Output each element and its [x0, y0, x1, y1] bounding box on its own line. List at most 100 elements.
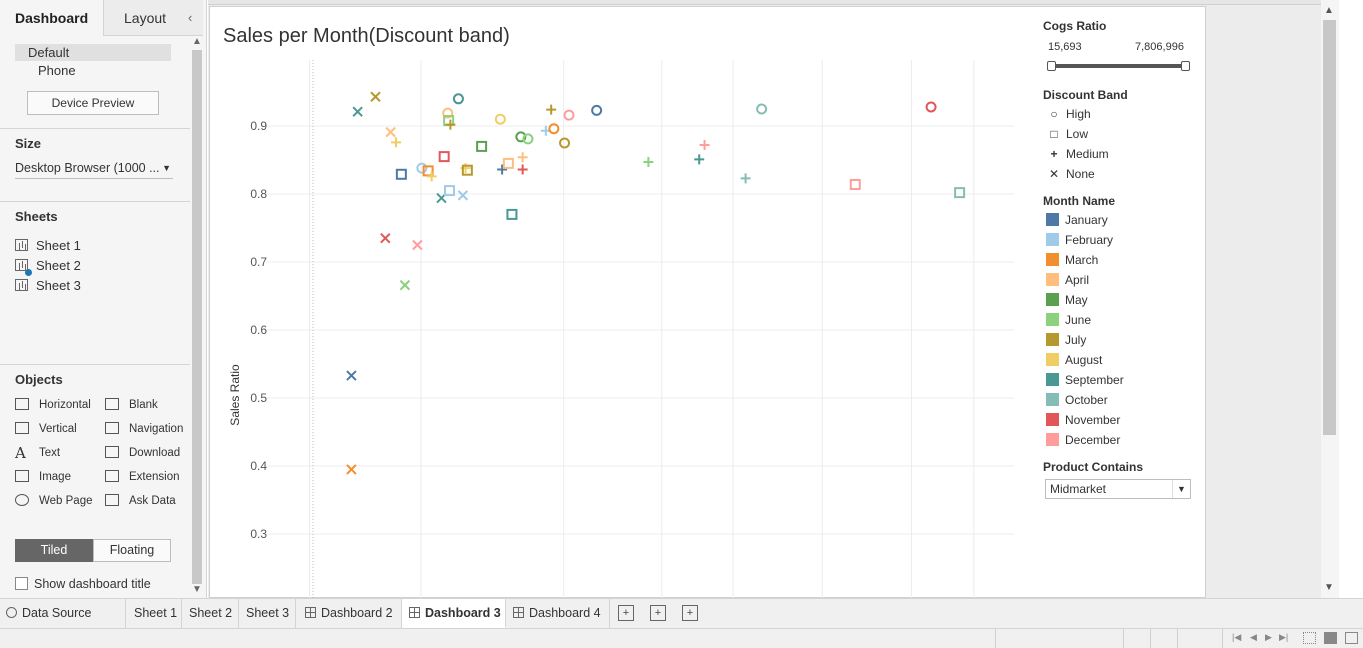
scroll-down-icon[interactable]: ▼ — [192, 584, 202, 595]
tab-view-icon[interactable] — [1345, 632, 1358, 644]
object-horizontal[interactable]: Horizontal — [15, 397, 91, 413]
object-text[interactable]: A Text — [15, 445, 60, 461]
scatter-chart[interactable]: 0.9 0.8 0.7 0.6 0.5 0.4 0.3 Sales Ratio — [209, 50, 1039, 598]
color-legend-march[interactable]: March — [1046, 252, 1098, 268]
new-dashboard-icon[interactable]: + — [650, 605, 666, 621]
tiled-toggle[interactable]: Tiled — [15, 539, 93, 562]
object-web-page[interactable]: Web Page — [15, 493, 93, 509]
data-point[interactable] — [740, 173, 751, 184]
data-point[interactable] — [380, 232, 391, 244]
scroll-up-icon[interactable]: ▲ — [192, 36, 202, 47]
data-point[interactable] — [426, 171, 437, 182]
color-legend-august[interactable]: August — [1046, 352, 1102, 368]
last-page-icon[interactable]: ▶| — [1279, 632, 1289, 642]
slider-min-handle[interactable] — [1047, 61, 1056, 71]
floating-toggle[interactable]: Floating — [93, 539, 171, 562]
data-point[interactable] — [476, 140, 488, 152]
object-blank[interactable]: Blank — [105, 397, 158, 413]
color-legend-july[interactable]: July — [1046, 332, 1086, 348]
data-point[interactable] — [643, 157, 654, 168]
scroll-thumb[interactable] — [192, 50, 202, 584]
sheet-item-3[interactable]: Sheet 3 — [15, 277, 81, 295]
cogs-range-slider[interactable] — [1050, 64, 1186, 68]
collapse-pane-icon[interactable]: ‹ — [188, 10, 193, 25]
data-point[interactable] — [346, 370, 357, 381]
shape-legend-high[interactable]: ○ High — [1048, 106, 1090, 122]
object-download[interactable]: Download — [105, 445, 180, 461]
data-point[interactable] — [385, 126, 396, 138]
data-point[interactable] — [546, 104, 557, 115]
color-legend-february[interactable]: February — [1046, 232, 1113, 248]
data-point[interactable] — [461, 164, 473, 176]
data-point[interactable] — [444, 185, 456, 197]
color-legend-october[interactable]: October — [1046, 392, 1108, 408]
device-default[interactable]: Default — [15, 44, 171, 61]
data-point[interactable] — [395, 168, 407, 180]
device-preview-button[interactable]: Device Preview — [27, 91, 159, 115]
data-point[interactable] — [438, 151, 450, 163]
data-point[interactable] — [370, 91, 381, 102]
data-point[interactable] — [442, 107, 454, 119]
tab-dashboard[interactable]: Dashboard — [0, 0, 103, 36]
data-point[interactable] — [416, 162, 428, 174]
data-point[interactable] — [399, 279, 411, 291]
data-point[interactable] — [925, 101, 937, 113]
new-story-icon[interactable]: + — [682, 605, 698, 621]
object-ask-data[interactable]: Ask Data — [105, 493, 176, 509]
shape-legend-none[interactable]: ✕ None — [1048, 166, 1095, 182]
object-vertical[interactable]: Vertical — [15, 421, 77, 437]
tab-layout[interactable]: Layout — [103, 0, 203, 36]
data-point[interactable] — [694, 154, 705, 165]
tab-data-source[interactable]: Data Source — [0, 599, 126, 628]
data-point[interactable] — [522, 133, 534, 145]
object-navigation[interactable]: Navigation — [105, 421, 183, 437]
data-point[interactable] — [563, 109, 575, 121]
color-legend-april[interactable]: April — [1046, 272, 1089, 288]
data-point[interactable] — [849, 178, 861, 190]
grid-view-icon[interactable] — [1303, 632, 1316, 644]
left-pane-scrollbar[interactable]: ▲ ▼ — [190, 36, 204, 598]
color-legend-may[interactable]: May — [1046, 292, 1088, 308]
prev-page-icon[interactable]: ◀ — [1250, 632, 1257, 642]
color-legend-january[interactable]: January — [1046, 212, 1108, 228]
next-page-icon[interactable]: ▶ — [1265, 632, 1272, 642]
filmstrip-view-icon[interactable] — [1324, 632, 1337, 644]
shape-legend-medium[interactable]: + Medium — [1048, 146, 1108, 162]
scroll-down-icon[interactable]: ▼ — [1324, 582, 1334, 593]
tab-sheet-3[interactable]: Sheet 3 — [239, 599, 296, 628]
tab-sheet-1[interactable]: Sheet 1 — [126, 599, 182, 628]
device-phone[interactable]: Phone — [38, 63, 76, 78]
color-legend-june[interactable]: June — [1046, 312, 1091, 328]
data-point[interactable] — [497, 164, 508, 175]
color-legend-december[interactable]: December — [1046, 432, 1120, 448]
data-point[interactable] — [756, 103, 768, 115]
data-point[interactable] — [506, 208, 518, 220]
sheet-item-1[interactable]: Sheet 1 — [15, 237, 81, 255]
color-legend-september[interactable]: September — [1046, 372, 1124, 388]
tab-dashboard-3[interactable]: Dashboard 3 — [402, 599, 506, 628]
data-point[interactable] — [502, 157, 514, 169]
data-point[interactable] — [548, 123, 560, 135]
sheet-item-2[interactable]: Sheet 2 — [15, 257, 81, 276]
data-point[interactable] — [391, 137, 402, 148]
data-point[interactable] — [457, 190, 469, 201]
data-point[interactable] — [591, 104, 603, 116]
data-point[interactable] — [494, 113, 506, 125]
first-page-icon[interactable]: |◀ — [1232, 632, 1242, 642]
data-point[interactable] — [699, 140, 710, 151]
data-point[interactable] — [517, 164, 528, 175]
data-point[interactable] — [517, 152, 528, 163]
data-point[interactable] — [452, 93, 464, 105]
color-legend-november[interactable]: November — [1046, 412, 1120, 428]
size-dropdown[interactable]: Desktop Browser (1000 ... ▼ — [15, 159, 173, 179]
scroll-thumb[interactable] — [1323, 20, 1336, 435]
object-extension[interactable]: Extension — [105, 469, 180, 485]
data-point[interactable] — [352, 106, 363, 117]
tab-dashboard-2[interactable]: Dashboard 2 — [296, 599, 402, 628]
data-point[interactable] — [445, 119, 456, 130]
object-image[interactable]: Image — [15, 469, 71, 485]
tab-dashboard-4[interactable]: Dashboard 4 — [506, 599, 610, 628]
data-point[interactable] — [515, 131, 527, 143]
shape-legend-low[interactable]: □ Low — [1048, 126, 1088, 142]
slider-max-handle[interactable] — [1181, 61, 1190, 71]
